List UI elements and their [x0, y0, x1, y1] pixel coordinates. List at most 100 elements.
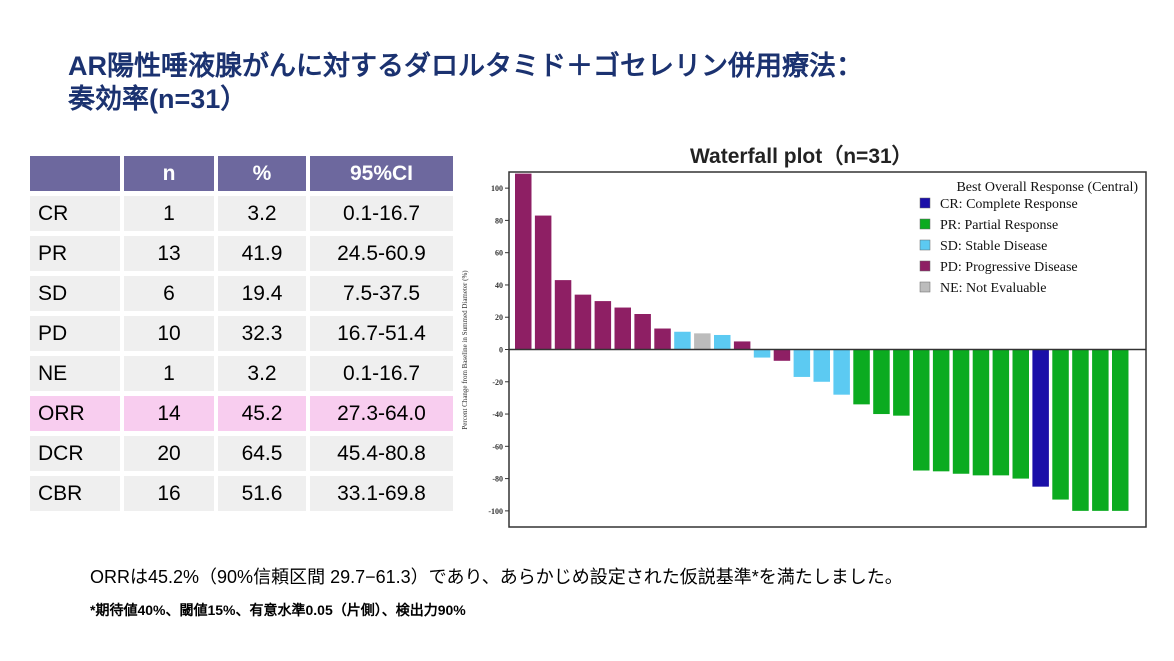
legend-label-pd: PD: Progressive Disease	[940, 260, 1078, 275]
table-row: SD 6 19.4 7.5-37.5	[30, 276, 453, 311]
slide-title: AR陽性唾液腺がんに対するダロルタミド＋ゴセレリン併用療法： 奏効率(n=31）	[68, 50, 863, 116]
bar-pd	[594, 301, 612, 350]
cell-ci: 24.5-60.9	[310, 236, 453, 271]
cell-ci: 16.7-51.4	[310, 316, 453, 351]
table-row: NE 1 3.2 0.1-16.7	[30, 356, 453, 391]
bar-pd	[614, 307, 631, 350]
legend-label-pr: PR: Partial Response	[940, 218, 1058, 233]
bar-pr	[1072, 349, 1089, 511]
bar-pd	[515, 173, 532, 350]
y-tick-label: 20	[495, 313, 503, 322]
cell-percent: 3.2	[218, 196, 306, 231]
bar-sd	[793, 349, 811, 377]
legend-swatch-cr	[919, 197, 931, 209]
cell-n: 13	[124, 236, 214, 271]
cell-n: 6	[124, 276, 214, 311]
bar-sd	[714, 334, 731, 350]
legend-title: Best Overall Response (Central)	[956, 180, 1138, 195]
bar-pr	[1092, 349, 1109, 511]
title-line-2: 奏効率(n=31）	[68, 84, 248, 114]
cell-n: 1	[124, 196, 214, 231]
cell-ci: 33.1-69.8	[310, 476, 453, 511]
bar-pr	[1112, 349, 1129, 511]
bar-pd	[773, 349, 791, 361]
table-row: CBR 16 51.6 33.1-69.8	[30, 476, 453, 511]
bar-pr	[913, 349, 930, 471]
bar-pr	[893, 349, 910, 416]
cell-n: 10	[124, 316, 214, 351]
cell-ci: 7.5-37.5	[310, 276, 453, 311]
cell-label: DCR	[30, 436, 120, 471]
y-tick-label: 40	[495, 281, 503, 290]
bar-pr	[932, 349, 950, 472]
cell-percent: 32.3	[218, 316, 306, 351]
table-header: n % 95%CI	[30, 156, 453, 191]
bar-pd	[634, 314, 651, 350]
y-tick-label: -80	[492, 475, 503, 484]
table-row: CR 1 3.2 0.1-16.7	[30, 196, 453, 231]
cell-ci: 0.1-16.7	[310, 196, 453, 231]
bar-pr	[952, 349, 970, 474]
cell-percent: 19.4	[218, 276, 306, 311]
title-line-1: AR陽性唾液腺がんに対するダロルタミド＋ゴセレリン併用療法：	[68, 51, 863, 81]
y-tick-label: 0	[499, 346, 503, 355]
bar-sd	[813, 349, 830, 382]
cell-label: SD	[30, 276, 120, 311]
legend-label-sd: SD: Stable Disease	[940, 239, 1047, 254]
cell-n: 20	[124, 436, 214, 471]
chart-title: Waterfall plot（n=31）	[690, 145, 913, 168]
cell-ci: 0.1-16.7	[310, 356, 453, 391]
legend-swatch-ne	[919, 281, 931, 293]
cell-percent: 3.2	[218, 356, 306, 391]
header-n: n	[124, 156, 214, 191]
footnote: *期待値40%、閾値15%、有意水準0.05（片側）、検出力90%	[90, 602, 466, 618]
bar-ne	[694, 333, 711, 350]
legend-swatch-pd	[919, 260, 931, 272]
cell-n: 1	[124, 356, 214, 391]
cell-n: 16	[124, 476, 214, 511]
table-row: DCR 20 64.5 45.4-80.8	[30, 436, 453, 471]
cell-label: NE	[30, 356, 120, 391]
y-tick-label: -60	[492, 442, 503, 451]
legend-swatch-sd	[919, 239, 931, 251]
bar-cr	[1032, 349, 1049, 487]
cell-n: 14	[124, 396, 214, 431]
y-tick-label: -20	[492, 378, 503, 387]
bar-pr	[972, 349, 990, 476]
cell-label: CBR	[30, 476, 120, 511]
cell-label: PR	[30, 236, 120, 271]
cell-percent: 51.6	[218, 476, 306, 511]
y-tick-label: -40	[492, 410, 503, 419]
cell-percent: 41.9	[218, 236, 306, 271]
bar-pd	[654, 328, 671, 350]
cell-percent: 45.2	[218, 396, 306, 431]
header-blank	[30, 156, 120, 191]
bar-pr	[1052, 349, 1069, 500]
bar-sd	[833, 349, 850, 395]
bar-pr	[1012, 349, 1029, 479]
table-row: ORR 14 45.2 27.3-64.0	[30, 396, 453, 431]
legend-label-ne: NE: Not Evaluable	[940, 281, 1047, 296]
bar-sd	[674, 331, 691, 350]
table-row: PR 13 41.9 24.5-60.9	[30, 236, 453, 271]
y-axis-label: Percent Change from Baseline in Summed D…	[461, 270, 469, 430]
cell-ci: 27.3-64.0	[310, 396, 453, 431]
bar-pr	[873, 349, 890, 415]
bar-pd	[574, 294, 592, 350]
cell-ci: 45.4-80.8	[310, 436, 453, 471]
cell-label: ORR	[30, 396, 120, 431]
y-tick-label: 100	[491, 184, 503, 193]
cell-label: PD	[30, 316, 120, 351]
legend-swatch-pr	[919, 218, 931, 230]
bar-pr	[992, 349, 1010, 476]
bar-pd	[554, 280, 572, 350]
y-tick-label: 80	[495, 216, 503, 225]
header-percent: %	[218, 156, 306, 191]
y-tick-label: 60	[495, 249, 503, 258]
header-ci: 95%CI	[310, 156, 453, 191]
bar-pd	[733, 341, 751, 350]
legend-label-cr: CR: Complete Response	[940, 197, 1078, 212]
response-table: n % 95%CI CR 1 3.2 0.1-16.7 PR 13 41.9 24.5-60.…	[26, 151, 457, 516]
bar-pd	[534, 215, 552, 350]
